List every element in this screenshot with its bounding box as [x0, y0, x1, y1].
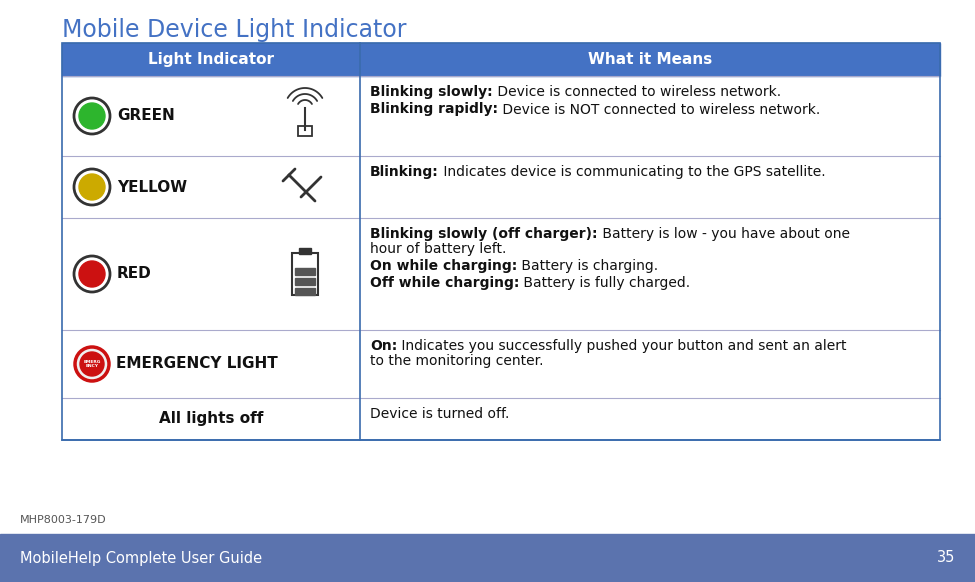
Text: to the monitoring center.: to the monitoring center. — [370, 353, 543, 367]
Text: EMERG
ENCY: EMERG ENCY — [83, 360, 100, 368]
Text: Battery is fully charged.: Battery is fully charged. — [520, 276, 690, 290]
Text: Light Indicator: Light Indicator — [148, 52, 274, 67]
Text: All lights off: All lights off — [159, 411, 263, 427]
Text: Blinking:: Blinking: — [370, 165, 439, 179]
Bar — [298, 126, 312, 136]
Text: Indicates device is communicating to the GPS satellite.: Indicates device is communicating to the… — [439, 165, 826, 179]
Text: YELLOW: YELLOW — [117, 179, 187, 194]
Text: EMERGENCY LIGHT: EMERGENCY LIGHT — [116, 357, 278, 371]
Bar — [299, 248, 311, 254]
Text: hour of battery left.: hour of battery left. — [370, 242, 506, 255]
Text: Mobile Device Light Indicator: Mobile Device Light Indicator — [62, 18, 407, 42]
Circle shape — [74, 98, 110, 134]
Text: Device is turned off.: Device is turned off. — [370, 407, 509, 421]
Text: RED: RED — [117, 267, 152, 282]
Circle shape — [80, 352, 104, 376]
Bar — [292, 253, 318, 295]
Bar — [295, 268, 315, 275]
Text: Battery is low - you have about one: Battery is low - you have about one — [598, 227, 849, 241]
Text: MobileHelp Complete User Guide: MobileHelp Complete User Guide — [20, 551, 262, 566]
Bar — [62, 43, 940, 76]
Text: Blinking slowly:: Blinking slowly: — [370, 85, 492, 99]
Bar — [295, 288, 315, 295]
Text: 35: 35 — [937, 551, 955, 566]
Text: On while charging:: On while charging: — [370, 259, 518, 273]
Text: Blinking rapidly:: Blinking rapidly: — [370, 102, 498, 116]
Text: Off while charging:: Off while charging: — [370, 276, 520, 290]
Bar — [295, 278, 315, 285]
Text: What it Means: What it Means — [588, 52, 712, 67]
Text: On:: On: — [370, 339, 397, 353]
Circle shape — [79, 174, 105, 200]
Circle shape — [74, 256, 110, 292]
Text: Device is NOT connected to wireless network.: Device is NOT connected to wireless netw… — [498, 102, 820, 116]
Text: GREEN: GREEN — [117, 108, 175, 123]
Circle shape — [79, 261, 105, 287]
Circle shape — [75, 347, 109, 381]
Text: Battery is charging.: Battery is charging. — [518, 259, 658, 273]
Text: MHP8003-179D: MHP8003-179D — [20, 515, 106, 525]
Circle shape — [74, 169, 110, 205]
Circle shape — [79, 103, 105, 129]
Text: Blinking slowly (off charger):: Blinking slowly (off charger): — [370, 227, 598, 241]
Bar — [0, 534, 975, 582]
Text: Indicates you successfully pushed your button and sent an alert: Indicates you successfully pushed your b… — [397, 339, 846, 353]
Bar — [62, 43, 940, 440]
Text: Device is connected to wireless network.: Device is connected to wireless network. — [492, 85, 781, 99]
